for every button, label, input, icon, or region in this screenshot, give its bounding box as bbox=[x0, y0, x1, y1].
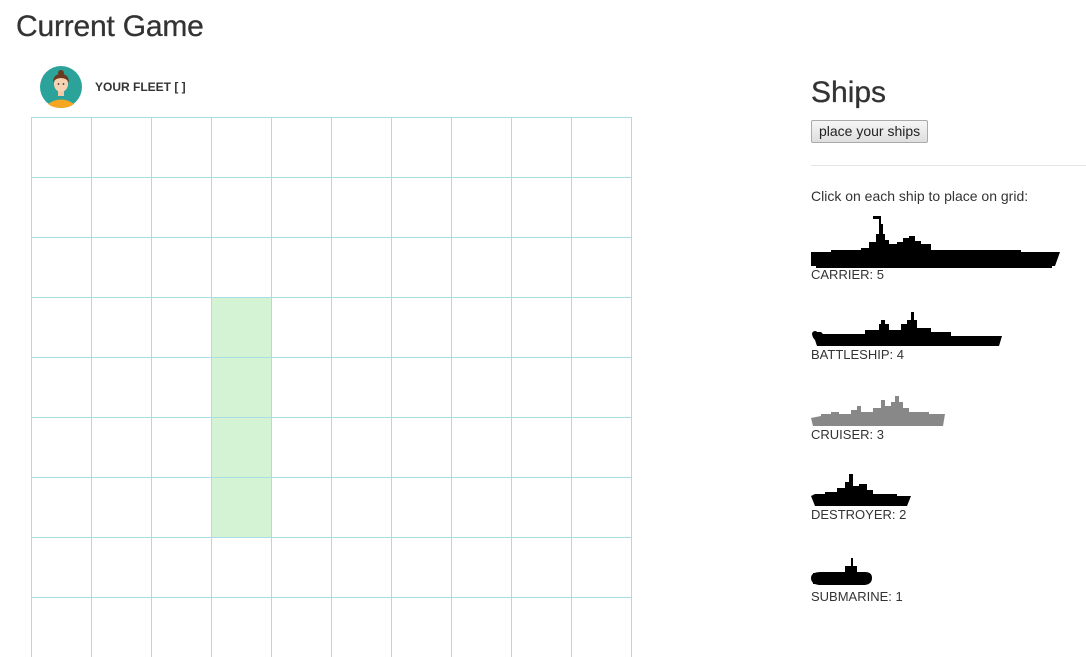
fleet-grid[interactable] bbox=[31, 117, 632, 657]
page-title: Current Game bbox=[16, 10, 204, 43]
battleship-silhouette-icon bbox=[812, 312, 1002, 346]
ships-title: Ships bbox=[811, 76, 887, 109]
fleet-label: YOUR FLEET [ ] bbox=[95, 80, 186, 94]
ship-label: DESTROYER: 2 bbox=[811, 507, 907, 522]
ship-label: CRUISER: 3 bbox=[811, 427, 884, 442]
avatar bbox=[40, 66, 82, 108]
ships-panel: Ships place your ships Click on each shi… bbox=[811, 74, 1086, 604]
grid-cell-occupied[interactable] bbox=[211, 477, 272, 538]
ship-destroyer[interactable]: DESTROYER: 2 bbox=[811, 470, 911, 522]
ship-label: BATTLESHIP: 4 bbox=[811, 347, 904, 362]
fleet-grid-canvas[interactable] bbox=[31, 117, 632, 657]
place-ships-button[interactable]: place your ships bbox=[811, 120, 929, 143]
ship-label: CARRIER: 5 bbox=[811, 267, 884, 282]
ship-battleship[interactable]: BATTLESHIP: 4 bbox=[811, 302, 1003, 362]
grid-cell-occupied[interactable] bbox=[211, 357, 272, 418]
fleet-header: YOUR FLEET [ ] bbox=[40, 66, 186, 108]
ship-carrier[interactable]: CARRIER: 5 bbox=[811, 214, 1061, 282]
ship-cruiser[interactable]: CRUISER: 3 bbox=[811, 390, 945, 442]
destroyer-silhouette-icon bbox=[811, 474, 911, 506]
submarine-silhouette-icon bbox=[811, 558, 872, 585]
divider bbox=[811, 165, 1086, 166]
carrier-silhouette-icon bbox=[811, 216, 1060, 268]
cruiser-silhouette-icon bbox=[811, 396, 945, 426]
place-instructions: Click on each ship to place on grid: bbox=[811, 188, 1029, 204]
grid-cell-occupied[interactable] bbox=[211, 417, 272, 478]
ship-submarine[interactable]: SUBMARINE: 1 bbox=[811, 554, 903, 604]
ship-label: SUBMARINE: 1 bbox=[811, 589, 903, 604]
grid-cell-occupied[interactable] bbox=[211, 297, 272, 358]
